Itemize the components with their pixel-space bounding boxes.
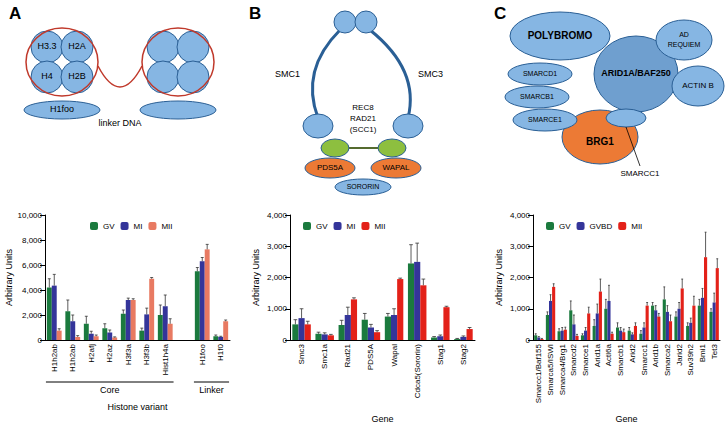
svg-text:0: 0 [38, 336, 43, 345]
svg-text:Smarcc1: Smarcc1 [640, 343, 649, 375]
svg-text:0: 0 [283, 336, 288, 345]
svg-text:RAD21: RAD21 [350, 114, 376, 123]
svg-text:REC8: REC8 [352, 103, 374, 112]
svg-text:Arid1a: Arid1a [593, 343, 602, 367]
svg-text:Stag1: Stag1 [436, 343, 445, 364]
svg-text:GV: GV [103, 222, 115, 231]
svg-text:SMC3: SMC3 [418, 69, 443, 79]
svg-text:Jarid2: Jarid2 [675, 343, 684, 365]
svg-text:H1f0: H1f0 [216, 343, 225, 360]
svg-text:MII: MII [161, 222, 172, 231]
svg-text:WAPAL: WAPAL [382, 163, 410, 172]
svg-text:SMARCB1: SMARCB1 [520, 93, 554, 100]
svg-text:POLYBROMO: POLYBROMO [528, 30, 593, 41]
svg-text:Arid1b: Arid1b [651, 343, 660, 367]
svg-text:H2afj: H2afj [87, 344, 96, 363]
svg-text:Cdca5(Sororin): Cdca5(Sororin) [413, 344, 422, 399]
svg-text:linker DNA: linker DNA [98, 118, 141, 128]
svg-text:H3f3a: H3f3a [124, 343, 133, 365]
svg-text:0: 0 [526, 336, 531, 345]
svg-text:2,000: 2,000 [510, 273, 531, 282]
svg-text:SMC1: SMC1 [275, 69, 300, 79]
svg-text:4,000: 4,000 [22, 286, 43, 295]
svg-text:Core: Core [100, 385, 120, 395]
svg-text:Hist1h4a: Hist1h4a [161, 343, 170, 375]
svg-text:C: C [494, 4, 506, 23]
svg-text:Gene: Gene [371, 414, 393, 424]
svg-text:MII: MII [631, 222, 642, 231]
svg-text:A: A [9, 4, 21, 23]
svg-text:H1h2ab: H1h2ab [50, 343, 59, 372]
svg-text:Bmi1: Bmi1 [698, 343, 707, 362]
svg-text:AD: AD [679, 31, 689, 38]
svg-text:H2B: H2B [68, 71, 86, 81]
svg-text:H3.3: H3.3 [37, 41, 56, 51]
svg-text:PDS5A: PDS5A [366, 343, 375, 370]
svg-text:ARID1A/BAF250: ARID1A/BAF250 [601, 68, 671, 78]
svg-text:MI: MI [134, 222, 143, 231]
svg-text:SORORIN: SORORIN [347, 183, 380, 190]
svg-text:Tet3: Tet3 [710, 343, 719, 359]
svg-text:2,000: 2,000 [267, 273, 288, 282]
svg-text:2,000: 2,000 [22, 311, 43, 320]
svg-text:H1foo: H1foo [198, 343, 207, 365]
svg-text:MII: MII [374, 222, 385, 231]
svg-text:Linker: Linker [199, 385, 224, 395]
svg-text:MI: MI [347, 222, 356, 231]
svg-text:Smarcb1: Smarcb1 [616, 343, 625, 376]
svg-text:Arbitrary Units: Arbitrary Units [494, 248, 504, 306]
svg-text:H3f3b: H3f3b [142, 343, 151, 365]
svg-text:B: B [249, 4, 261, 23]
svg-text:Histone variant: Histone variant [107, 402, 168, 412]
svg-text:Rad21: Rad21 [343, 343, 352, 367]
svg-text:Smarcd2: Smarcd2 [569, 343, 578, 376]
svg-text:GVBD: GVBD [590, 222, 613, 231]
svg-text:Smarca2: Smarca2 [663, 343, 672, 376]
svg-text:H2az: H2az [105, 344, 114, 363]
svg-text:3,000: 3,000 [267, 242, 288, 251]
svg-text:4,000: 4,000 [267, 211, 288, 220]
svg-text:3,000: 3,000 [510, 242, 531, 251]
svg-text:Stag2: Stag2 [459, 343, 468, 364]
svg-text:H2A: H2A [68, 41, 86, 51]
svg-text:BRG1: BRG1 [586, 136, 614, 147]
svg-text:ACTIN B: ACTIN B [682, 81, 714, 90]
svg-text:10,000: 10,000 [18, 211, 43, 220]
svg-text:Smc1a: Smc1a [320, 343, 329, 368]
svg-text:Suv39h2: Suv39h2 [686, 343, 695, 375]
svg-text:H4: H4 [41, 71, 53, 81]
svg-text:1,000: 1,000 [267, 304, 288, 313]
svg-text:Smarca4/Brg1: Smarca4/Brg1 [558, 343, 567, 395]
svg-text:Arid2: Arid2 [628, 343, 637, 362]
svg-text:(SCC1): (SCC1) [350, 125, 377, 134]
svg-text:H1foo: H1foo [50, 104, 74, 114]
svg-text:Wapal: Wapal [390, 344, 399, 367]
svg-text:6,000: 6,000 [22, 261, 43, 270]
svg-text:1,000: 1,000 [510, 304, 531, 313]
svg-text:8,000: 8,000 [22, 236, 43, 245]
svg-text:Gene: Gene [615, 414, 637, 424]
svg-text:SMARCC1: SMARCC1 [620, 169, 660, 178]
svg-text:4,000: 4,000 [510, 211, 531, 220]
svg-text:Arbitrary Units: Arbitrary Units [4, 248, 14, 306]
svg-text:Arbitrary Units: Arbitrary Units [251, 248, 261, 306]
svg-text:Smarcc1/Baf155: Smarcc1/Baf155 [534, 343, 543, 403]
svg-text:SMARCE1: SMARCE1 [528, 116, 562, 123]
svg-text:Smarce1: Smarce1 [581, 343, 590, 376]
svg-text:SMARCD1: SMARCD1 [523, 70, 557, 77]
svg-text:GV: GV [559, 222, 571, 231]
svg-text:REQUIEM: REQUIEM [668, 41, 701, 49]
svg-text:PDS5A: PDS5A [317, 163, 344, 172]
svg-text:Actl6a: Actl6a [604, 343, 613, 366]
svg-text:Smarca5/ISWI: Smarca5/ISWI [546, 344, 555, 396]
svg-text:H1h2ab: H1h2ab [68, 343, 77, 372]
svg-text:Smc3: Smc3 [297, 343, 306, 364]
svg-text:GV: GV [316, 222, 328, 231]
